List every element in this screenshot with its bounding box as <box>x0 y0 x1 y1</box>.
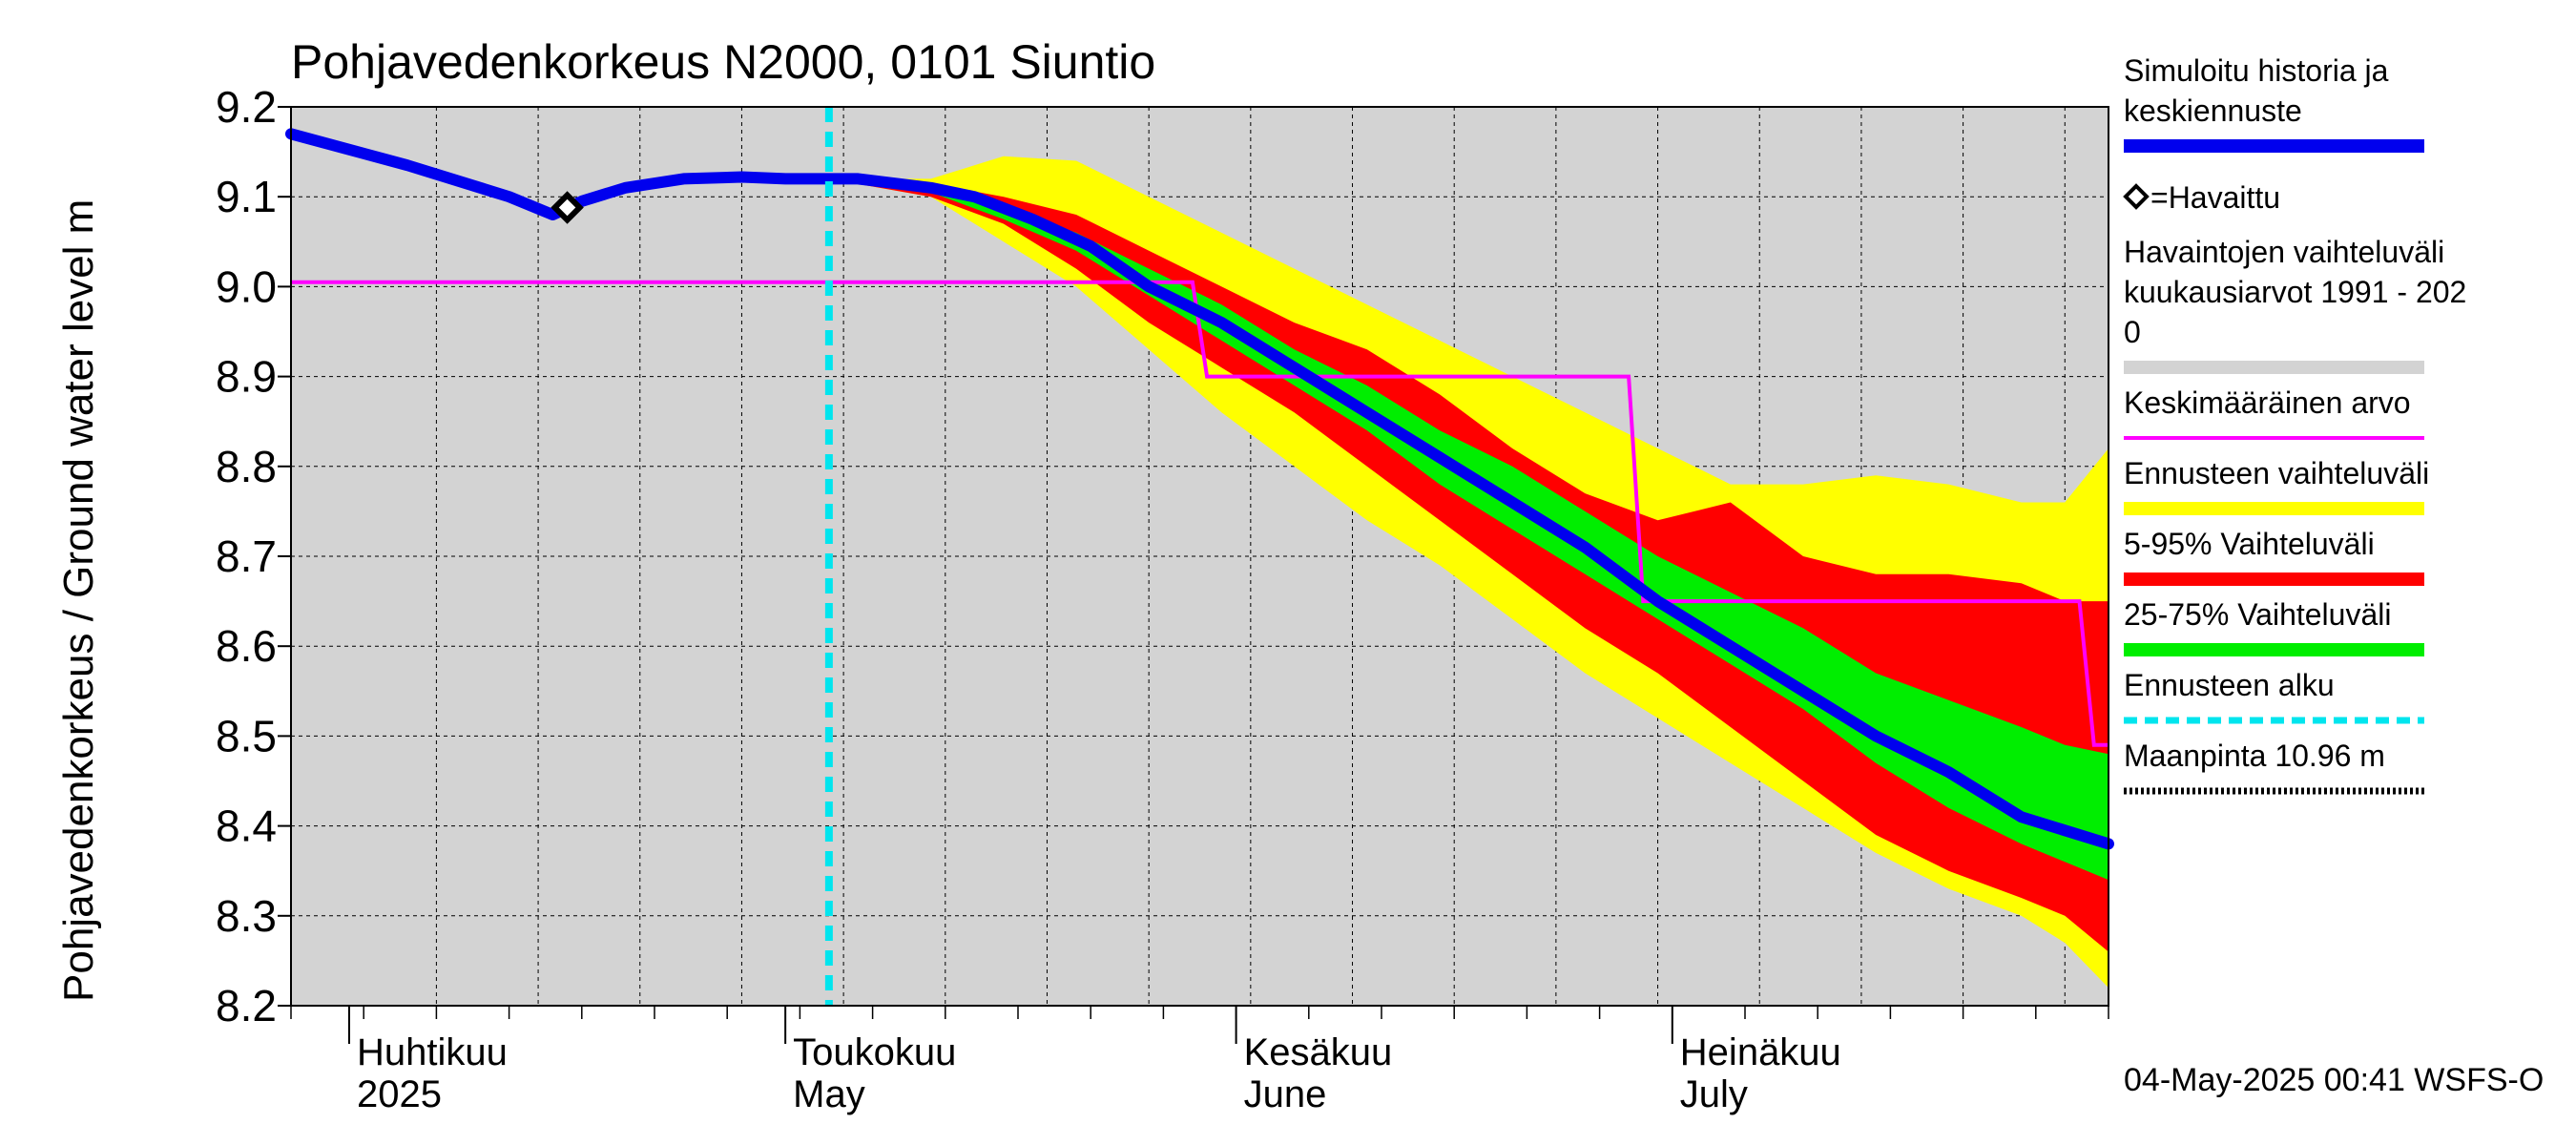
legend-label: Keskimääräinen arvo <box>2124 385 2411 420</box>
band-area <box>828 156 2109 989</box>
series-line-simulated <box>285 128 2114 850</box>
y-axis-label: Pohjavedenkorkeus / Ground water level m <box>55 199 102 1002</box>
series-line-mean <box>291 280 2109 747</box>
legend-label: 25-75% Vaihteluväli <box>2124 597 2391 632</box>
legend-label: Havaintojen vaihteluväli <box>2124 235 2444 269</box>
x-tick-label: Toukokuu <box>793 1031 956 1073</box>
series-lines <box>285 128 2114 850</box>
observed-markers <box>551 191 584 224</box>
x-tick-label: May <box>793 1073 865 1115</box>
observed-point <box>551 191 584 224</box>
y-tick-label: 8.3 <box>216 891 277 941</box>
y-axis: 9.2 9.1 9.0 8.9 8.8 8.7 8.6 8.5 8.4 8.3 8.2 <box>216 82 291 1030</box>
x-tick-label: Kesäkuu <box>1244 1031 1393 1073</box>
legend-label: keskiennuste <box>2124 94 2302 128</box>
legend: Simuloitu historia ja keskiennuste =Havait… <box>2123 53 2466 795</box>
y-tick-label: 9.0 <box>216 261 277 311</box>
x-tick-label: June <box>1244 1073 1327 1115</box>
legend-label: Ennusteen vaihteluväli <box>2124 456 2429 490</box>
forecast-bands <box>828 156 2109 989</box>
y-tick-label: 9.1 <box>216 172 277 221</box>
legend-label: kuukausiarvot 1991 - 202 <box>2124 275 2466 309</box>
legend-label: 0 <box>2124 315 2141 349</box>
chart-title: Pohjavedenkorkeus N2000, 0101 Siuntio <box>291 35 1155 89</box>
y-tick-label: 8.7 <box>216 531 277 581</box>
band-area <box>828 178 2109 881</box>
y-tick-label: 8.6 <box>216 621 277 671</box>
legend-marker-icon <box>2123 183 2150 210</box>
legend-label: Maanpinta 10.96 m <box>2124 739 2385 773</box>
y-tick-label: 8.4 <box>216 802 277 851</box>
y-tick-label: 9.2 <box>216 82 277 132</box>
footer-timestamp: 04-May-2025 00:41 WSFS-O <box>2124 1062 2544 1098</box>
y-tick-label: 8.2 <box>216 981 277 1030</box>
y-tick-label: 8.8 <box>216 442 277 491</box>
legend-label: 5-95% Vaihteluväli <box>2124 527 2375 561</box>
x-tick-label: Heinäkuu <box>1680 1031 1841 1073</box>
band-area <box>828 178 2109 952</box>
x-tick-label: 2025 <box>357 1073 442 1115</box>
legend-label: =Havaittu <box>2150 180 2280 215</box>
x-tick-label: July <box>1680 1073 1748 1115</box>
y-tick-label: 8.9 <box>216 352 277 402</box>
legend-label: Simuloitu historia ja <box>2124 53 2389 88</box>
x-tick-label: Huhtikuu <box>357 1031 508 1073</box>
legend-label: Ennusteen alku <box>2124 668 2335 702</box>
y-tick-label: 8.5 <box>216 711 277 760</box>
